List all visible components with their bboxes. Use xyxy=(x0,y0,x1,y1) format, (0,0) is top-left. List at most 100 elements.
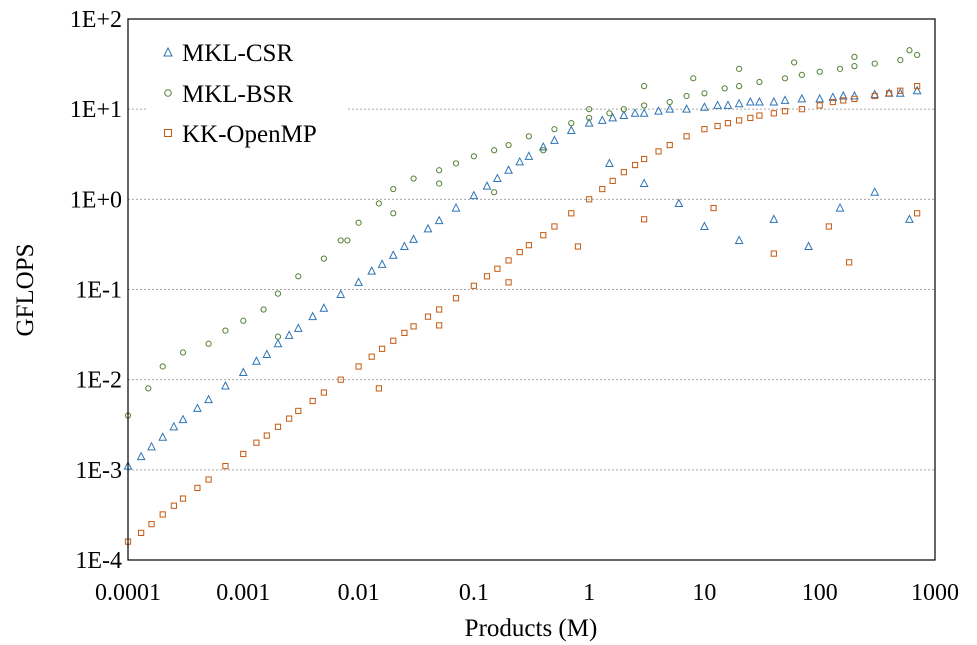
data-point-mkl-bsr xyxy=(159,363,166,370)
data-point-mkl-csr xyxy=(423,223,433,233)
y-tick-label: 1E-1 xyxy=(75,278,122,304)
data-point-kk-openmp xyxy=(641,216,648,223)
data-point-kk-openmp xyxy=(568,210,575,217)
data-point-mkl-csr xyxy=(469,190,479,200)
data-point-mkl-bsr xyxy=(851,63,858,70)
data-point-kk-openmp xyxy=(574,243,582,250)
data-point-kk-openmp xyxy=(798,106,805,113)
data-point-mkl-csr xyxy=(769,214,779,223)
data-point-mkl-bsr xyxy=(491,189,498,196)
x-tick-label: 0.1 xyxy=(459,580,489,606)
data-point-mkl-csr xyxy=(293,323,303,332)
data-point-mkl-csr xyxy=(780,95,790,104)
plot-frame xyxy=(127,18,936,561)
gridlines xyxy=(128,108,935,471)
data-point-mkl-bsr xyxy=(606,110,613,117)
y-tick-label: 1E-3 xyxy=(75,458,122,484)
data-point-kk-openmp xyxy=(436,306,443,313)
data-point-kk-openmp xyxy=(825,223,832,230)
data-point-mkl-bsr xyxy=(436,167,443,174)
data-point-kk-openmp xyxy=(781,108,789,115)
data-point-mkl-bsr xyxy=(620,106,627,113)
data-point-kk-openmp xyxy=(714,122,721,130)
data-point-kk-openmp xyxy=(620,169,627,176)
data-point-kk-openmp xyxy=(724,120,732,127)
x-tick-label: 10 xyxy=(692,580,716,606)
data-point-mkl-csr xyxy=(870,187,880,196)
data-point-mkl-bsr xyxy=(798,71,805,78)
data-point-kk-openmp xyxy=(846,259,853,266)
data-point-mkl-bsr xyxy=(836,65,844,72)
data-point-kk-openmp xyxy=(179,495,187,502)
data-point-mkl-bsr xyxy=(914,51,921,58)
legend-background xyxy=(146,32,346,154)
data-point-mkl-csr xyxy=(700,102,709,111)
data-point-kk-openmp xyxy=(375,385,382,392)
data-point-kk-openmp xyxy=(410,323,417,330)
data-point-kk-openmp xyxy=(701,126,708,133)
data-point-mkl-bsr xyxy=(568,120,575,127)
data-point-kk-openmp xyxy=(840,97,847,104)
data-point-mkl-csr xyxy=(835,202,845,212)
data-point-kk-openmp xyxy=(631,161,639,169)
data-point-kk-openmp xyxy=(253,439,260,446)
legend-marker-triangle xyxy=(163,46,173,57)
data-point-kk-openmp xyxy=(829,98,836,106)
data-point-mkl-csr xyxy=(147,441,156,451)
data-point-kk-openmp xyxy=(355,363,362,370)
data-point-kk-openmp xyxy=(914,83,921,90)
data-point-mkl-csr xyxy=(682,104,691,113)
data-point-mkl-bsr xyxy=(586,114,593,122)
data-point-kk-openmp xyxy=(368,353,375,360)
data-point-kk-openmp xyxy=(401,329,408,337)
y-tick-label: 1E-4 xyxy=(75,548,122,574)
data-point-mkl-csr xyxy=(377,259,387,268)
data-point-kk-openmp xyxy=(337,376,344,383)
data-point-mkl-bsr xyxy=(375,200,382,207)
data-point-kk-openmp xyxy=(770,110,777,117)
x-tick-labels: 0.0001 0.001 0.01 0.1 1 10 100 1000 xyxy=(95,580,959,606)
data-point-mkl-csr xyxy=(895,88,905,97)
data-point-mkl-csr xyxy=(828,92,838,101)
data-point-kk-openmp xyxy=(320,389,327,396)
data-point-kk-openmp xyxy=(505,279,512,286)
y-axis-title: GFLOPS xyxy=(12,243,39,336)
legend-label-mkl-bsr: MKL-BSR xyxy=(182,81,293,108)
data-point-kk-openmp xyxy=(851,95,858,102)
data-point-kk-openmp xyxy=(886,90,893,97)
data-point-mkl-csr xyxy=(566,125,576,134)
data-point-kk-openmp xyxy=(816,102,823,109)
data-point-mkl-csr xyxy=(639,178,649,187)
data-point-mkl-bsr xyxy=(320,255,327,262)
data-point-kk-openmp xyxy=(274,423,282,430)
data-point-mkl-bsr xyxy=(851,53,858,60)
data-point-mkl-bsr xyxy=(756,78,763,86)
data-point-mkl-bsr xyxy=(452,160,460,167)
data-point-mkl-csr xyxy=(912,85,922,95)
data-point-mkl-bsr xyxy=(390,210,397,217)
data-point-mkl-csr xyxy=(608,112,618,122)
data-point-mkl-bsr xyxy=(641,102,648,109)
data-point-mkl-bsr xyxy=(179,349,187,356)
data-point-kk-openmp xyxy=(148,521,155,528)
data-point-mkl-csr xyxy=(713,100,722,109)
data-point-mkl-bsr xyxy=(906,47,913,54)
data-point-kk-openmp xyxy=(683,133,690,140)
data-point-mkl-csr xyxy=(674,198,684,207)
data-point-mkl-bsr xyxy=(274,333,282,340)
data-point-mkl-bsr xyxy=(586,106,593,113)
data-point-mkl-csr xyxy=(451,202,461,212)
data-point-mkl-bsr xyxy=(736,65,743,72)
data-point-mkl-csr xyxy=(745,96,755,106)
data-point-kk-openmp xyxy=(483,273,491,280)
data-point-mkl-csr xyxy=(584,118,594,127)
data-point-mkl-csr xyxy=(769,96,779,106)
data-point-kk-openmp xyxy=(599,185,606,193)
y-tick-label: 1E+1 xyxy=(70,97,122,123)
data-point-mkl-csr xyxy=(336,289,346,299)
data-point-kk-openmp xyxy=(309,397,316,405)
data-point-mkl-csr xyxy=(734,98,744,108)
data-point-mkl-csr xyxy=(905,214,914,223)
data-point-mkl-bsr xyxy=(410,175,417,182)
data-point-mkl-bsr xyxy=(505,141,512,149)
